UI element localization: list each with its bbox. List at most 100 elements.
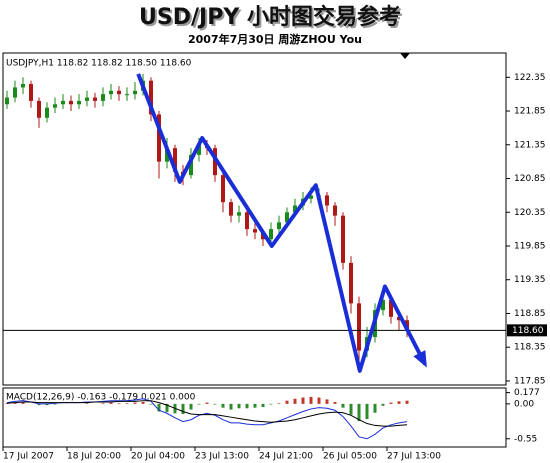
histogram-bar (309, 396, 313, 404)
candle-body (237, 212, 241, 216)
candle-body (93, 97, 97, 101)
histogram-bar (133, 402, 137, 404)
candle-body (189, 154, 193, 176)
x-tick-label: 20 Jul 04:00 (131, 452, 185, 462)
candle-body (277, 222, 281, 230)
candle-body (165, 148, 169, 162)
histogram-bar (117, 403, 121, 404)
candle-body (293, 205, 297, 213)
candle-body (61, 100, 65, 105)
last-price-label: 118.60 (512, 326, 544, 336)
candle-body (117, 90, 121, 95)
y-tick-label: 117.85 (514, 376, 546, 386)
candle-body (101, 94, 105, 101)
x-tick-label: 27 Jul 13:00 (387, 452, 441, 462)
candle-body (77, 100, 81, 105)
y-tick-label: 0.177 (514, 388, 540, 398)
candle-body (397, 316, 401, 321)
histogram-bar (277, 403, 281, 404)
candle-body (349, 262, 353, 304)
candle-body (53, 104, 57, 108)
y-tick-label: 120.35 (514, 208, 546, 218)
y-tick-label: 118.85 (514, 309, 546, 319)
candle-body (125, 94, 129, 96)
histogram-bar (373, 403, 377, 413)
histogram-bar (53, 403, 57, 405)
histogram-bar (205, 402, 209, 404)
histogram-bar (269, 403, 273, 405)
y-tick-label: -0.55 (514, 434, 537, 444)
candle-body (5, 97, 9, 105)
histogram-bar (197, 403, 201, 405)
y-tick-label: 120.85 (514, 174, 546, 184)
histogram-bar (37, 403, 41, 406)
y-tick-label: 119.85 (514, 241, 546, 251)
candle-body (357, 303, 361, 351)
histogram-bar (181, 403, 185, 415)
histogram-bar (397, 401, 401, 404)
histogram-bar (157, 403, 161, 412)
candle-body (389, 299, 393, 317)
shift-marker (400, 53, 410, 59)
histogram-bar (189, 403, 193, 410)
candle-body (173, 148, 177, 172)
candle-body (133, 90, 137, 95)
price-header: USDJPY,H1 118.82 118.82 118.50 118.60 (6, 59, 192, 69)
y-tick-label: 118.35 (514, 343, 546, 353)
histogram-bar (317, 397, 321, 404)
histogram-bar (261, 403, 265, 408)
histogram-bar (13, 402, 17, 404)
candle-body (285, 212, 289, 223)
histogram-bar (253, 403, 257, 408)
zigzag-arrowhead (413, 350, 427, 368)
histogram-bar (109, 402, 113, 404)
candle-body (149, 80, 153, 115)
histogram-bar (45, 403, 49, 406)
zigzag-line (136, 73, 427, 373)
candle-body (109, 90, 113, 95)
last-price-box (507, 324, 547, 337)
y-tick-label: 122.35 (514, 73, 546, 83)
histogram-bar (333, 401, 337, 404)
histogram-bar (365, 403, 369, 420)
x-tick-label: 24 Jul 21:00 (259, 452, 313, 462)
candle-body (37, 100, 41, 118)
histogram-bar (341, 403, 345, 408)
candle-body (229, 202, 233, 216)
histogram-bar (293, 398, 297, 404)
histogram-bar (21, 402, 25, 404)
candle-body (213, 148, 217, 176)
histogram-bar (101, 403, 105, 404)
macd-header: MACD(12,26,9) -0.163 -0.179 0.021 0.000 (6, 393, 196, 403)
chart-title: USD/JPY 小时图交易参考 (139, 4, 401, 30)
histogram-bar (389, 402, 393, 404)
title-shadow: USD/JPY 小时图交易参考 (141, 6, 403, 32)
histogram-bar (165, 403, 169, 413)
candle-body (13, 87, 17, 98)
x-tick-label: 23 Jul 13:00 (195, 452, 249, 462)
histogram-bar (229, 403, 233, 410)
histogram-bar (405, 400, 409, 404)
candle-body (21, 84, 25, 88)
histogram-bar (221, 403, 225, 408)
candle-body (333, 205, 337, 216)
histogram-bar (301, 397, 305, 404)
candle-body (197, 144, 201, 155)
histogram-bar (237, 403, 241, 409)
histogram-bar (381, 403, 385, 406)
histogram-bar (5, 403, 9, 404)
candle-body (245, 212, 249, 230)
candle-body (253, 229, 257, 233)
histogram-bar (149, 403, 153, 405)
candle-body (309, 195, 313, 199)
histogram-bar (285, 400, 289, 404)
x-tick-label: 26 Jul 05:00 (323, 452, 377, 462)
chart-subtitle: 2007年7月30日 周游ZHOU You (188, 32, 362, 46)
histogram-bar (245, 403, 249, 409)
candle-body (45, 107, 49, 118)
signal-line (6, 400, 408, 427)
candle-body (221, 175, 225, 203)
candle-body (341, 215, 345, 263)
candle-body (325, 195, 329, 206)
histogram-bar (213, 403, 217, 405)
